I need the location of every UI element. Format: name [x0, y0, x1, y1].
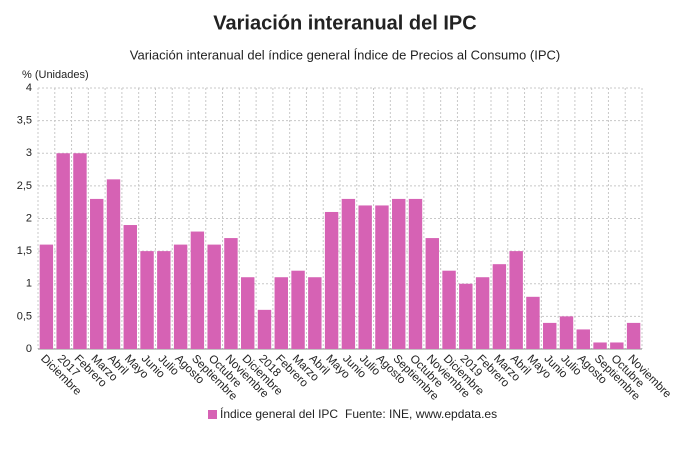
- bar: [543, 322, 557, 349]
- bar: [291, 270, 305, 349]
- bar: [442, 270, 456, 349]
- bar: [408, 198, 423, 349]
- y-tick-label: 0,5: [17, 310, 32, 322]
- y-tick-label: 3: [26, 147, 32, 159]
- y-tick-label: 0: [26, 343, 32, 355]
- bar: [39, 244, 54, 349]
- legend-swatch: [208, 410, 217, 419]
- bar: [425, 238, 439, 349]
- y-tick-label: 4: [26, 82, 32, 94]
- bar: [459, 283, 473, 349]
- bar: [257, 309, 272, 349]
- bar: [593, 342, 607, 349]
- bar: [324, 211, 339, 349]
- bar: [90, 198, 104, 349]
- bar: [392, 198, 406, 349]
- bar: [509, 251, 523, 349]
- bar: [526, 296, 540, 349]
- bar: [375, 205, 389, 349]
- chart-subtitle: Variación interanual del índice general …: [130, 47, 560, 62]
- source: Fuente: INE, www.epdata.es: [345, 407, 497, 421]
- y-tick-label: 2,5: [17, 180, 32, 192]
- bar: [492, 264, 507, 349]
- bar: [106, 179, 121, 349]
- bar: [341, 198, 356, 349]
- y-axis-label: % (Unidades): [22, 69, 89, 81]
- bar: [475, 277, 490, 349]
- bar: [173, 244, 188, 349]
- chart-title: Variación interanual del IPC: [213, 12, 476, 34]
- bar: [358, 205, 372, 349]
- y-tick-label: 3,5: [17, 115, 32, 127]
- y-tick-label: 2: [26, 212, 32, 224]
- y-tick-label: 1: [26, 278, 32, 290]
- bar: [241, 277, 255, 349]
- bar: [56, 153, 70, 349]
- bar: [207, 244, 221, 349]
- bar: [157, 251, 171, 349]
- y-tick-label: 1,5: [17, 245, 32, 257]
- bar: [73, 153, 87, 349]
- bar: [123, 225, 137, 349]
- bar: [140, 251, 154, 349]
- bar: [559, 316, 574, 349]
- legend-label: Índice general del IPC: [220, 406, 338, 421]
- bar: [224, 238, 238, 349]
- bar: [610, 342, 624, 349]
- bar: [308, 277, 322, 349]
- bar: [626, 322, 641, 349]
- bar: [576, 329, 590, 349]
- bar: [190, 231, 205, 349]
- bar: [274, 277, 288, 349]
